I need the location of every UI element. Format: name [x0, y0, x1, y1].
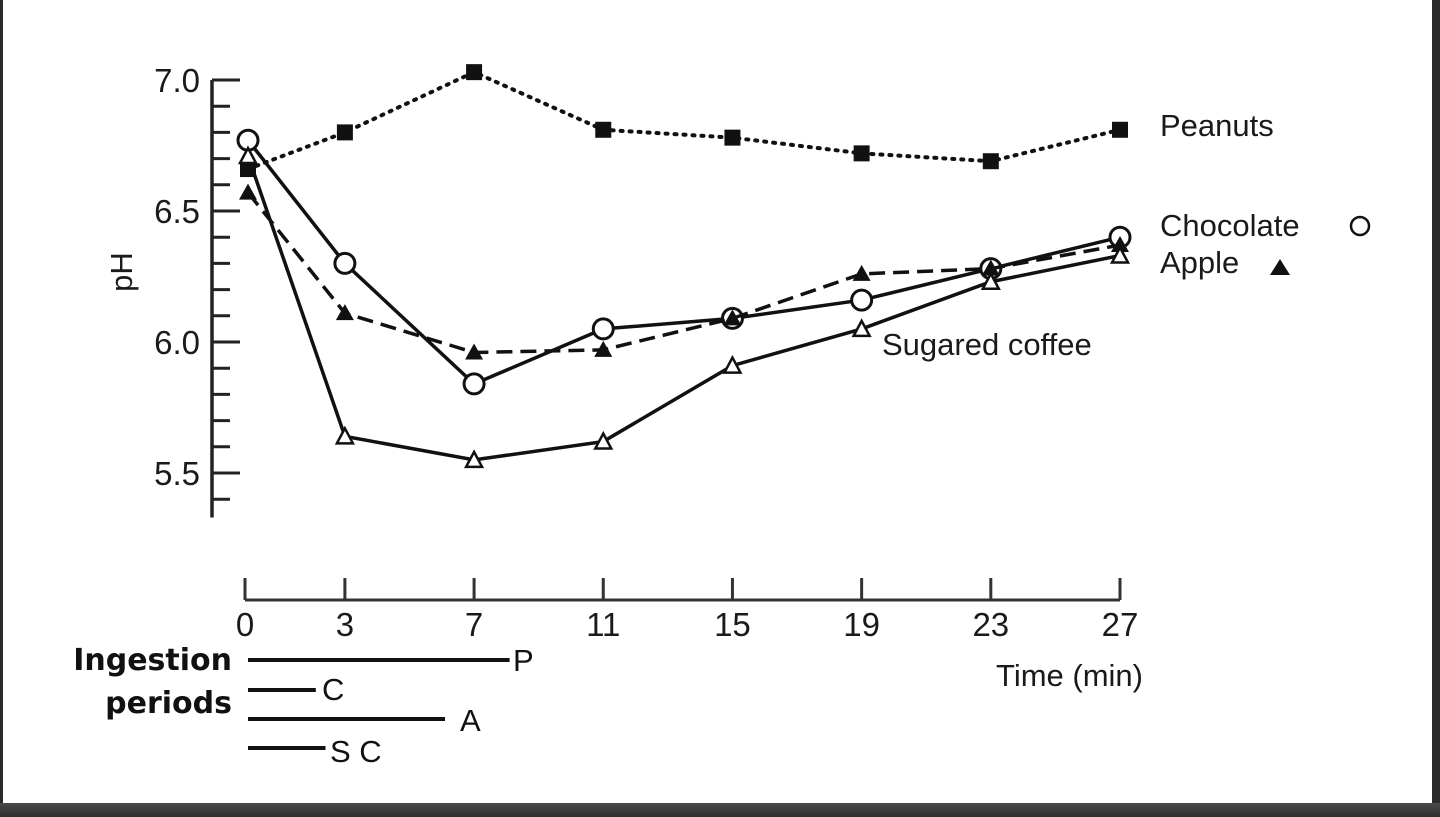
series-layer: [236, 64, 1132, 469]
open-triangle-marker-icon: [237, 145, 259, 165]
series-apple: [239, 183, 1129, 360]
open-triangle-marker-icon: [334, 425, 355, 445]
ingestion-code-p: P: [513, 643, 534, 678]
x-axis: 0 3 7 11 15 19 23 27: [236, 578, 1139, 643]
filled-triangle-marker-icon: [1111, 236, 1129, 253]
y-tick-label: 5.5: [154, 455, 200, 492]
square-marker-icon: [982, 153, 999, 170]
circle-marker-icon: [333, 251, 357, 275]
series-sugared-coffee: [237, 145, 1131, 469]
circle-marker-icon: [462, 372, 486, 396]
filled-triangle-marker-icon: [239, 183, 257, 200]
square-marker-icon: [1112, 121, 1128, 138]
chocolate-line: [246, 139, 1121, 386]
x-tick-label: 27: [1102, 606, 1139, 643]
open-triangle-marker-icon: [851, 318, 872, 338]
circle-marker-icon: [850, 288, 874, 312]
x-tick-label: 23: [972, 606, 1009, 643]
chocolate-legend-circle-icon: [1349, 215, 1371, 237]
peanuts-line: [246, 69, 1122, 172]
x-tick-label: 19: [843, 606, 880, 643]
square-marker-icon: [724, 129, 741, 146]
filled-triangle-marker-icon: [465, 343, 484, 360]
label-sugared-coffee: Sugared coffee: [882, 327, 1092, 362]
ingestion-code-c: C: [322, 672, 344, 707]
x-tick-label: 7: [465, 606, 483, 643]
filled-triangle-marker-icon: [594, 340, 613, 357]
y-tick-label: 6.5: [154, 193, 200, 230]
circle-marker-icon: [591, 317, 615, 341]
ingestion-code-a: A: [460, 703, 481, 738]
ingestion-label-line1: Ingestion: [73, 643, 232, 678]
x-tick-label: 0: [236, 606, 254, 643]
y-axis-title: pH: [104, 252, 139, 292]
label-peanuts: Peanuts: [1160, 108, 1274, 143]
label-chocolate-text: Chocolate: [1160, 208, 1300, 243]
square-marker-icon: [853, 145, 870, 162]
open-triangle-marker-icon: [722, 354, 743, 374]
square-marker-icon: [595, 121, 612, 138]
label-chocolate: Chocolate: [1160, 208, 1300, 243]
square-marker-icon: [336, 124, 353, 141]
filled-triangle-marker-icon: [852, 264, 871, 281]
filled-triangle-marker-icon: [335, 304, 354, 321]
y-tick-label: 7.0: [154, 62, 200, 99]
ingestion-code-sc: S C: [330, 734, 382, 769]
series-chocolate: [236, 128, 1132, 396]
label-apple: Apple: [1160, 245, 1239, 280]
x-tick-label: 11: [586, 606, 620, 643]
open-triangle-marker-icon: [593, 430, 614, 450]
ingestion-label-line2: periods: [105, 686, 232, 721]
filled-triangle-marker-icon: [981, 259, 1000, 276]
y-axis: 7.0 6.5 6.0 5.5: [154, 62, 240, 518]
window-bottom-band: [0, 803, 1440, 817]
apple-legend-triangle-icon: [1270, 259, 1290, 275]
x-axis-title: Time (min): [996, 658, 1143, 693]
series-peanuts: [240, 64, 1128, 178]
open-triangle-marker-icon: [463, 449, 485, 469]
x-tick-label: 15: [714, 606, 751, 643]
x-tick-label: 3: [336, 606, 354, 643]
y-tick-label: 6.0: [154, 324, 200, 361]
square-marker-icon: [466, 64, 483, 81]
open-triangle-marker-icon: [1109, 244, 1131, 264]
ingestion-periods: [248, 658, 510, 750]
sugared-coffee-line: [246, 155, 1121, 462]
apple-line: [246, 191, 1121, 355]
filled-triangle-marker-icon: [723, 309, 742, 326]
open-triangle-marker-icon: [980, 271, 1001, 290]
